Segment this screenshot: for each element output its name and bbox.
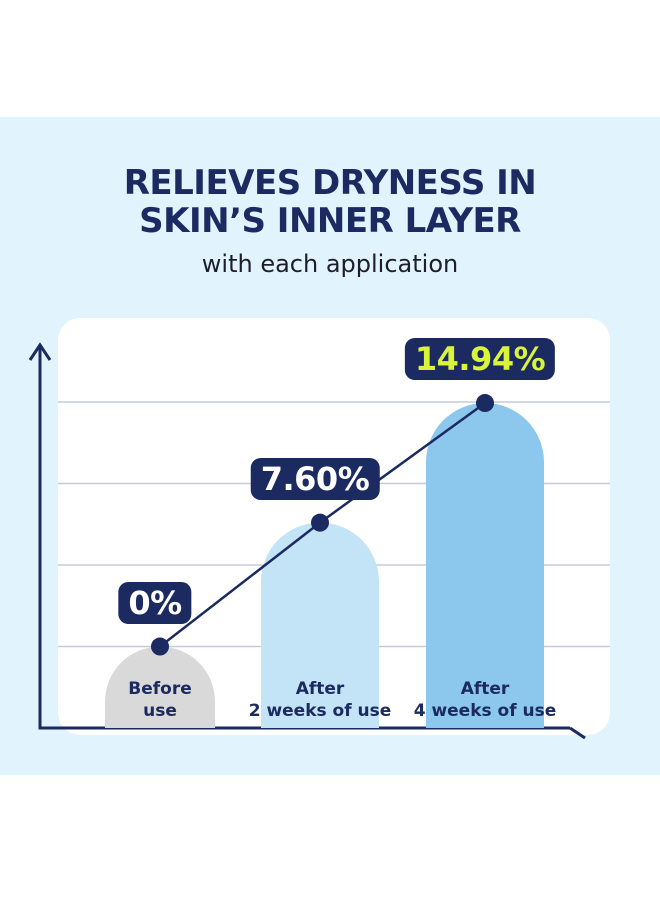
axis-arrow (28, 342, 52, 361)
subtitle: with each application (201, 250, 459, 278)
point (151, 637, 169, 656)
point (476, 394, 494, 413)
value-label: 0% (118, 581, 192, 624)
x-tick-label: After 2 weeks of use (248, 679, 392, 721)
axes (38, 345, 570, 730)
title-line: RELIEVES DRYNESS IN (123, 163, 537, 203)
bar (261, 522, 379, 728)
x-tick-label: Before use (128, 679, 192, 721)
axis-arrow (569, 726, 586, 740)
point (311, 513, 329, 532)
bar (426, 403, 544, 728)
value-label: 7.60% (250, 457, 380, 500)
bar (105, 646, 215, 728)
value-label: 14.94% (404, 338, 556, 381)
x-tick-label: After 4 weeks of use (413, 679, 557, 721)
title-line: SKIN’S INNER LAYER (139, 201, 521, 241)
